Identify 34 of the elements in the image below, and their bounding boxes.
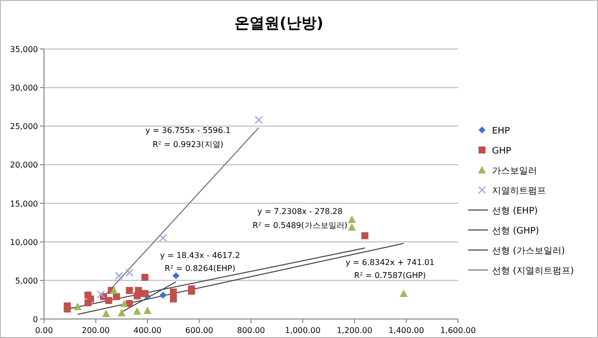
y-tick-label: 25,000 <box>10 122 38 132</box>
legend-label: 선형 (지열히트펌프) <box>492 266 574 276</box>
annotation: R² = 0.7587(GHP) <box>354 271 426 280</box>
x-tick-label: 1,000.00 <box>284 326 321 335</box>
y-tick-label: 30,000 <box>10 84 38 93</box>
annotation: y = 36.755x - 5596.1 <box>145 126 231 135</box>
annotation: y = 6.8342x + 741.01 <box>345 258 435 267</box>
x-tick-label: 400.00 <box>134 326 162 335</box>
y-tick-label: 5,000 <box>15 276 38 286</box>
annotation: R² = 0.5489(가스보일러) <box>252 221 348 230</box>
x-tick-label: 600.00 <box>185 326 214 335</box>
y-tick-label: 20,000 <box>10 160 38 170</box>
x-tick-label: 1,200.00 <box>336 326 372 335</box>
annotation: R² = 0.9923(지열) <box>152 140 224 149</box>
x-tick-label: 800.00 <box>237 326 265 335</box>
legend-label: GHP <box>492 146 512 156</box>
legend-label: 선형 (GHP) <box>492 226 540 236</box>
x-tick-label: 1,400.00 <box>388 326 424 335</box>
y-tick-label: 0 <box>32 315 38 324</box>
y-tick-label: 35,000 <box>10 45 38 54</box>
legend-label: EHP <box>492 126 510 136</box>
legend-label: 선형 (EHP) <box>492 206 538 216</box>
legend-label: 가스보일러 <box>492 166 537 176</box>
chart-title: 온열원(난방) <box>234 14 324 32</box>
annotation: R² = 0.8264(EHP) <box>164 264 236 273</box>
x-tick-label: 200.00 <box>82 326 110 335</box>
legend-label: 지열히트펌프 <box>492 186 546 196</box>
x-tick-label: 0.00 <box>35 326 53 335</box>
annotation: y = 18.43x - 4617.2 <box>160 251 240 260</box>
y-tick-label: 15,000 <box>10 199 38 208</box>
annotation: y = 7.2308x - 278.28 <box>257 207 343 216</box>
x-tick-label: 1,600.00 <box>440 326 476 335</box>
legend-label: 선형 (가스보일러) <box>492 246 565 256</box>
y-tick-label: 10,000 <box>10 238 38 247</box>
